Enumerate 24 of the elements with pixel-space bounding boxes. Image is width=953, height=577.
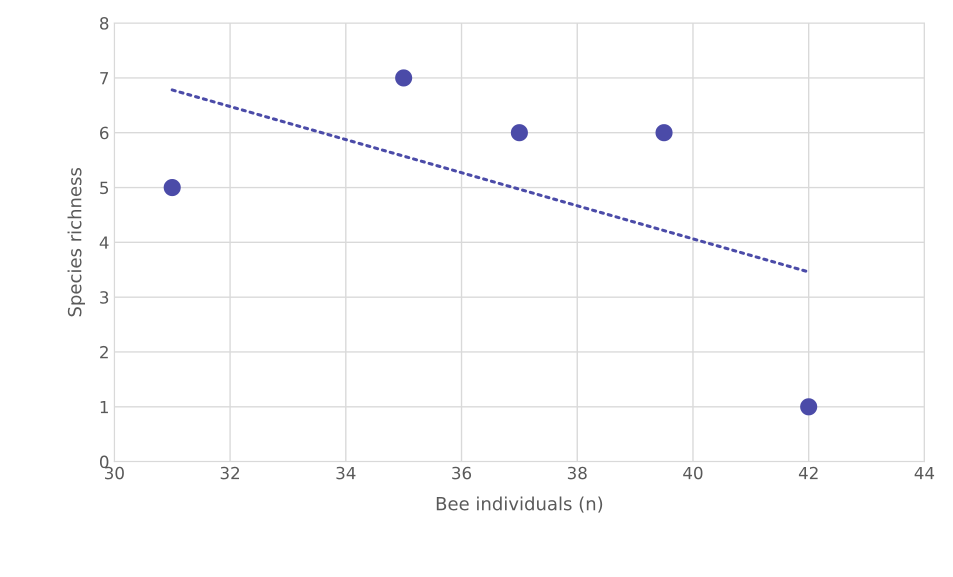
point	[800, 398, 818, 416]
x-tick-label: 34	[336, 466, 356, 480]
y-tick-label: 3	[100, 291, 108, 304]
y-tick-label: 7	[100, 72, 108, 84]
point	[510, 124, 528, 142]
x-tick-label: 32	[220, 466, 240, 480]
x-tick-label: 42	[798, 466, 818, 480]
x-tick-label: 38	[568, 466, 587, 480]
x-tick-label: 44	[914, 466, 934, 480]
x-axis-title: Bee individuals (n)	[436, 496, 602, 513]
point	[164, 178, 181, 196]
y-tick-label: 0	[100, 456, 108, 468]
x-tick-label: 40	[683, 466, 702, 480]
x-tick-label: 36	[452, 466, 472, 480]
y-tick-label: 5	[100, 182, 108, 194]
point	[655, 124, 673, 142]
y-tick-label: 2	[100, 346, 108, 358]
point	[395, 69, 412, 86]
y-tick-label: 8	[100, 17, 108, 30]
x-tick-label: 30	[105, 466, 124, 480]
y-tick-label: 6	[100, 126, 108, 140]
y-axis-title: Species richness	[68, 168, 86, 316]
y-tick-label: 4	[100, 236, 109, 249]
y-tick-label: 1	[100, 400, 108, 414]
